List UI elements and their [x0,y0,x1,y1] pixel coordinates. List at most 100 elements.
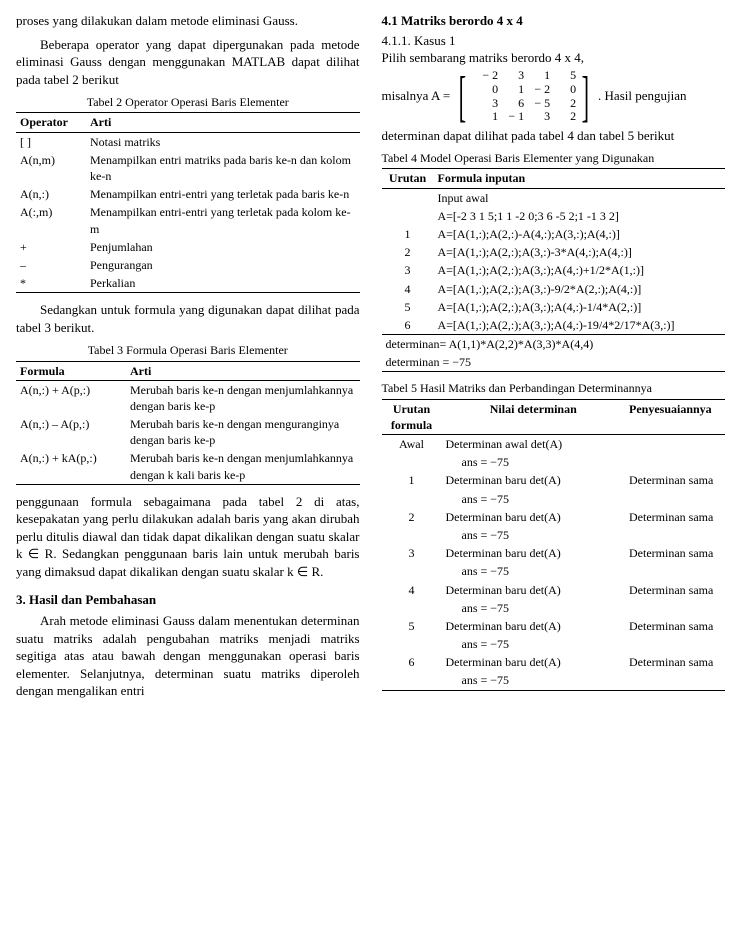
cell: A=[A(1,:);A(2,:);A(3,:);A(4,:)+1/2*A(1,:… [434,261,726,279]
matrix-cell: 0 [472,83,498,97]
cell: 1 [382,471,442,489]
cell: Determinan baru det(A) [442,653,626,671]
cell: Pengurangan [86,256,360,274]
table-row: –Pengurangan [16,256,360,274]
paragraph: proses yang dilakukan dalam metode elimi… [16,12,360,30]
cell: ans = −75 [442,562,626,580]
cell: 2 [382,243,434,261]
cell: Determinan baru det(A) [442,471,626,489]
cell: Notasi matriks [86,132,360,151]
cell: Determinan sama [625,508,725,526]
cell: 3 [382,261,434,279]
cell: Determinan baru det(A) [442,508,626,526]
table5-head-1: Nilai determinan [442,399,626,434]
paragraph: Beberapa operator yang dapat dipergunaka… [16,36,360,89]
cell: + [16,238,86,256]
cell [625,599,725,617]
cell [625,453,725,471]
matrix-row: 01− 20 [472,83,576,97]
matrix-left-bracket: [ [459,69,466,125]
cell: Menampilkan entri-entri yang terletak pa… [86,185,360,203]
matrix-cell: 5 [550,69,576,83]
table-row: ans = −75 [382,671,726,690]
cell: 5 [382,617,442,635]
table-row: AwalDeterminan awal det(A) [382,435,726,454]
cell: Merubah baris ke-n dengan menjumlahkanny… [126,449,360,484]
matrix-cell: 3 [472,97,498,111]
table-row: A(n,:) + kA(p,:)Merubah baris ke-n denga… [16,449,360,484]
table-row: 2Determinan baru det(A)Determinan sama [382,508,726,526]
table2-head-1: Arti [86,113,360,132]
table-row: 3A=[A(1,:);A(2,:);A(3,:);A(4,:)+1/2*A(1,… [382,261,726,279]
cell: ans = −75 [442,599,626,617]
table2: Operator Arti [ ]Notasi matriksA(n,m)Men… [16,112,360,293]
cell: A(n,m) [16,151,86,185]
cell: Determinan sama [625,471,725,489]
table-row: determinan = −75 [382,353,726,372]
cell [625,671,725,690]
cell: – [16,256,86,274]
cell: A=[A(1,:);A(2,:);A(3,:)-3*A(4,:);A(4,:)] [434,243,726,261]
cell [382,453,442,471]
table-row: ans = −75 [382,599,726,617]
cell: 1 [382,225,434,243]
cell: A(n,:) [16,185,86,203]
cell [382,562,442,580]
table-row: 3Determinan baru det(A)Determinan sama [382,544,726,562]
table-row: A(n,:) + A(p,:)Merubah baris ke-n dengan… [16,380,360,415]
cell: Awal [382,435,442,454]
table5: Urutan formula Nilai determinan Penyesua… [382,399,726,691]
section-41-heading: 4.1 Matriks berordo 4 x 4 [382,12,726,30]
cell: Determinan sama [625,544,725,562]
cell: 2 [382,508,442,526]
matrix-cell: − 2 [472,69,498,83]
table3-head-0: Formula [16,361,126,380]
cell: A(n,:) – A(p,:) [16,415,126,449]
cell: 3 [382,544,442,562]
table-row: +Penjumlahan [16,238,360,256]
cell [382,671,442,690]
cell: Penjumlahan [86,238,360,256]
table-row: Input awal [382,188,726,207]
table-row: 2A=[A(1,:);A(2,:);A(3,:)-3*A(4,:);A(4,:)… [382,243,726,261]
table3: Formula Arti A(n,:) + A(p,:)Merubah bari… [16,361,360,485]
cell [382,635,442,653]
matrix-right-bracket: ] [582,69,589,125]
cell: Determinan baru det(A) [442,544,626,562]
table-row: *Perkalian [16,274,360,293]
cell [382,526,442,544]
paragraph: Arah metode eliminasi Gauss dalam menent… [16,612,360,700]
cell: Determinan sama [625,581,725,599]
cell: determinan= A(1,1)*A(2,2)*A(3,3)*A(4,4) [382,335,726,354]
table5-caption: Tabel 5 Hasil Matriks dan Perbandingan D… [382,380,726,396]
cell: * [16,274,86,293]
table2-head-0: Operator [16,113,86,132]
paragraph: Sedangkan untuk formula yang digunakan d… [16,301,360,336]
two-column-layout: proses yang dilakukan dalam metode elimi… [16,12,725,706]
cell: A=[A(1,:);A(2,:);A(3,:);A(4,:)-19/4*2/17… [434,316,726,335]
paragraph: penggunaan formula sebagaimana pada tabe… [16,493,360,581]
matrix-row: 1− 132 [472,110,576,124]
table-row: A(n,:)Menampilkan entri-entri yang terle… [16,185,360,203]
table3-head-1: Arti [126,361,360,380]
table-row: ans = −75 [382,635,726,653]
matrix-cell: − 2 [524,83,550,97]
paragraph: Pilih sembarang matriks berordo 4 x 4, [382,49,726,67]
matrix-A: [ − 231501− 2036− 521− 132 ] [453,69,594,125]
cell [625,435,725,454]
right-column: 4.1 Matriks berordo 4 x 4 4.1.1. Kasus 1… [382,12,726,706]
table-row: 4Determinan baru det(A)Determinan sama [382,581,726,599]
matrix-row: − 2315 [472,69,576,83]
cell: determinan = −75 [382,353,726,372]
matrix-cell: − 1 [498,110,524,124]
cell: Menampilkan entri-entri yang terletak pa… [86,203,360,237]
table-row: A=[-2 3 1 5;1 1 -2 0;3 6 -5 2;1 -1 3 2] [382,207,726,225]
cell: Determinan awal det(A) [442,435,626,454]
matrix-row: 36− 52 [472,97,576,111]
cell [625,635,725,653]
cell [625,526,725,544]
cell: 6 [382,316,434,335]
cell: ans = −75 [442,526,626,544]
table4-head-1: Formula inputan [434,169,726,188]
cell: Merubah baris ke-n dengan menjumlahkanny… [126,380,360,415]
